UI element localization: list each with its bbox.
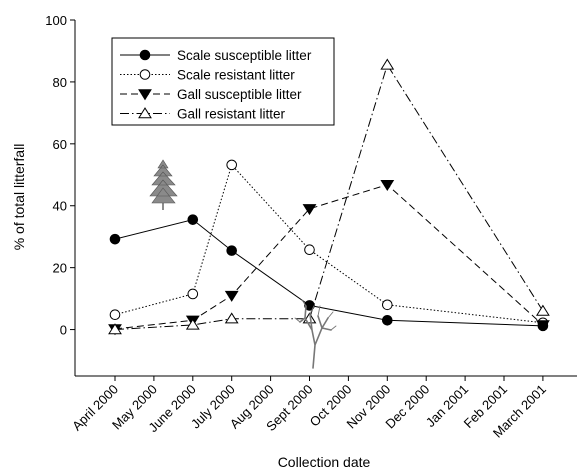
data-point <box>109 309 121 321</box>
data-point <box>535 304 550 316</box>
data-point <box>187 214 199 225</box>
data-point <box>187 288 199 300</box>
data-point <box>382 299 393 311</box>
y-tick-label: 100 <box>45 13 67 28</box>
tick-marks <box>70 19 544 381</box>
y-axis-title: % of total litterfall <box>11 144 27 251</box>
y-tick-label: 60 <box>53 137 67 152</box>
y-tick-label: 0 <box>60 323 67 338</box>
series-line <box>114 184 544 330</box>
data-point <box>224 312 239 324</box>
series-lines <box>114 63 544 331</box>
data-point <box>302 204 317 216</box>
series-line <box>114 219 543 327</box>
legend: Scale susceptible litter Scale resistant … <box>111 37 335 126</box>
legend-label: Scale susceptible litter <box>177 48 312 63</box>
data-point <box>382 314 393 326</box>
legend-label: Gall susceptible litter <box>177 87 302 102</box>
bare-tree-icon <box>294 299 337 369</box>
data-point <box>304 300 315 311</box>
data-point <box>224 290 239 302</box>
legend-label: Scale resistant litter <box>177 68 295 83</box>
series-markers <box>108 58 550 336</box>
data-point <box>304 244 315 255</box>
data-point <box>535 320 550 332</box>
legend-label: Gall resistant litter <box>177 107 286 122</box>
data-point <box>138 89 152 101</box>
x-axis-title: Collection date <box>278 454 371 470</box>
data-point <box>109 233 121 245</box>
y-tick-label: 80 <box>53 75 67 90</box>
data-point <box>380 58 395 70</box>
data-point <box>108 323 122 335</box>
data-point <box>139 69 151 80</box>
leafy-tree-icon <box>149 159 178 210</box>
data-point <box>380 179 395 192</box>
data-point <box>226 245 237 256</box>
axes <box>74 20 577 377</box>
data-point <box>226 159 237 171</box>
series-line <box>114 63 544 331</box>
series-line <box>114 163 543 324</box>
data-point <box>185 318 200 330</box>
y-tick-label: 20 <box>53 261 67 276</box>
y-tick-label: 40 <box>53 199 67 214</box>
data-point <box>139 49 151 61</box>
data-point <box>138 107 152 119</box>
